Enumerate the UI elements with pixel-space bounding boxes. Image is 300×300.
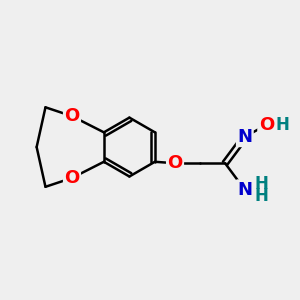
Text: O: O — [259, 116, 274, 134]
Text: O: O — [167, 154, 183, 172]
Text: O: O — [64, 107, 80, 125]
Text: O: O — [64, 169, 80, 187]
Text: H: H — [254, 176, 268, 194]
Text: N: N — [237, 181, 252, 199]
Text: H: H — [276, 116, 289, 134]
Text: N: N — [237, 128, 252, 146]
Text: H: H — [254, 187, 268, 205]
